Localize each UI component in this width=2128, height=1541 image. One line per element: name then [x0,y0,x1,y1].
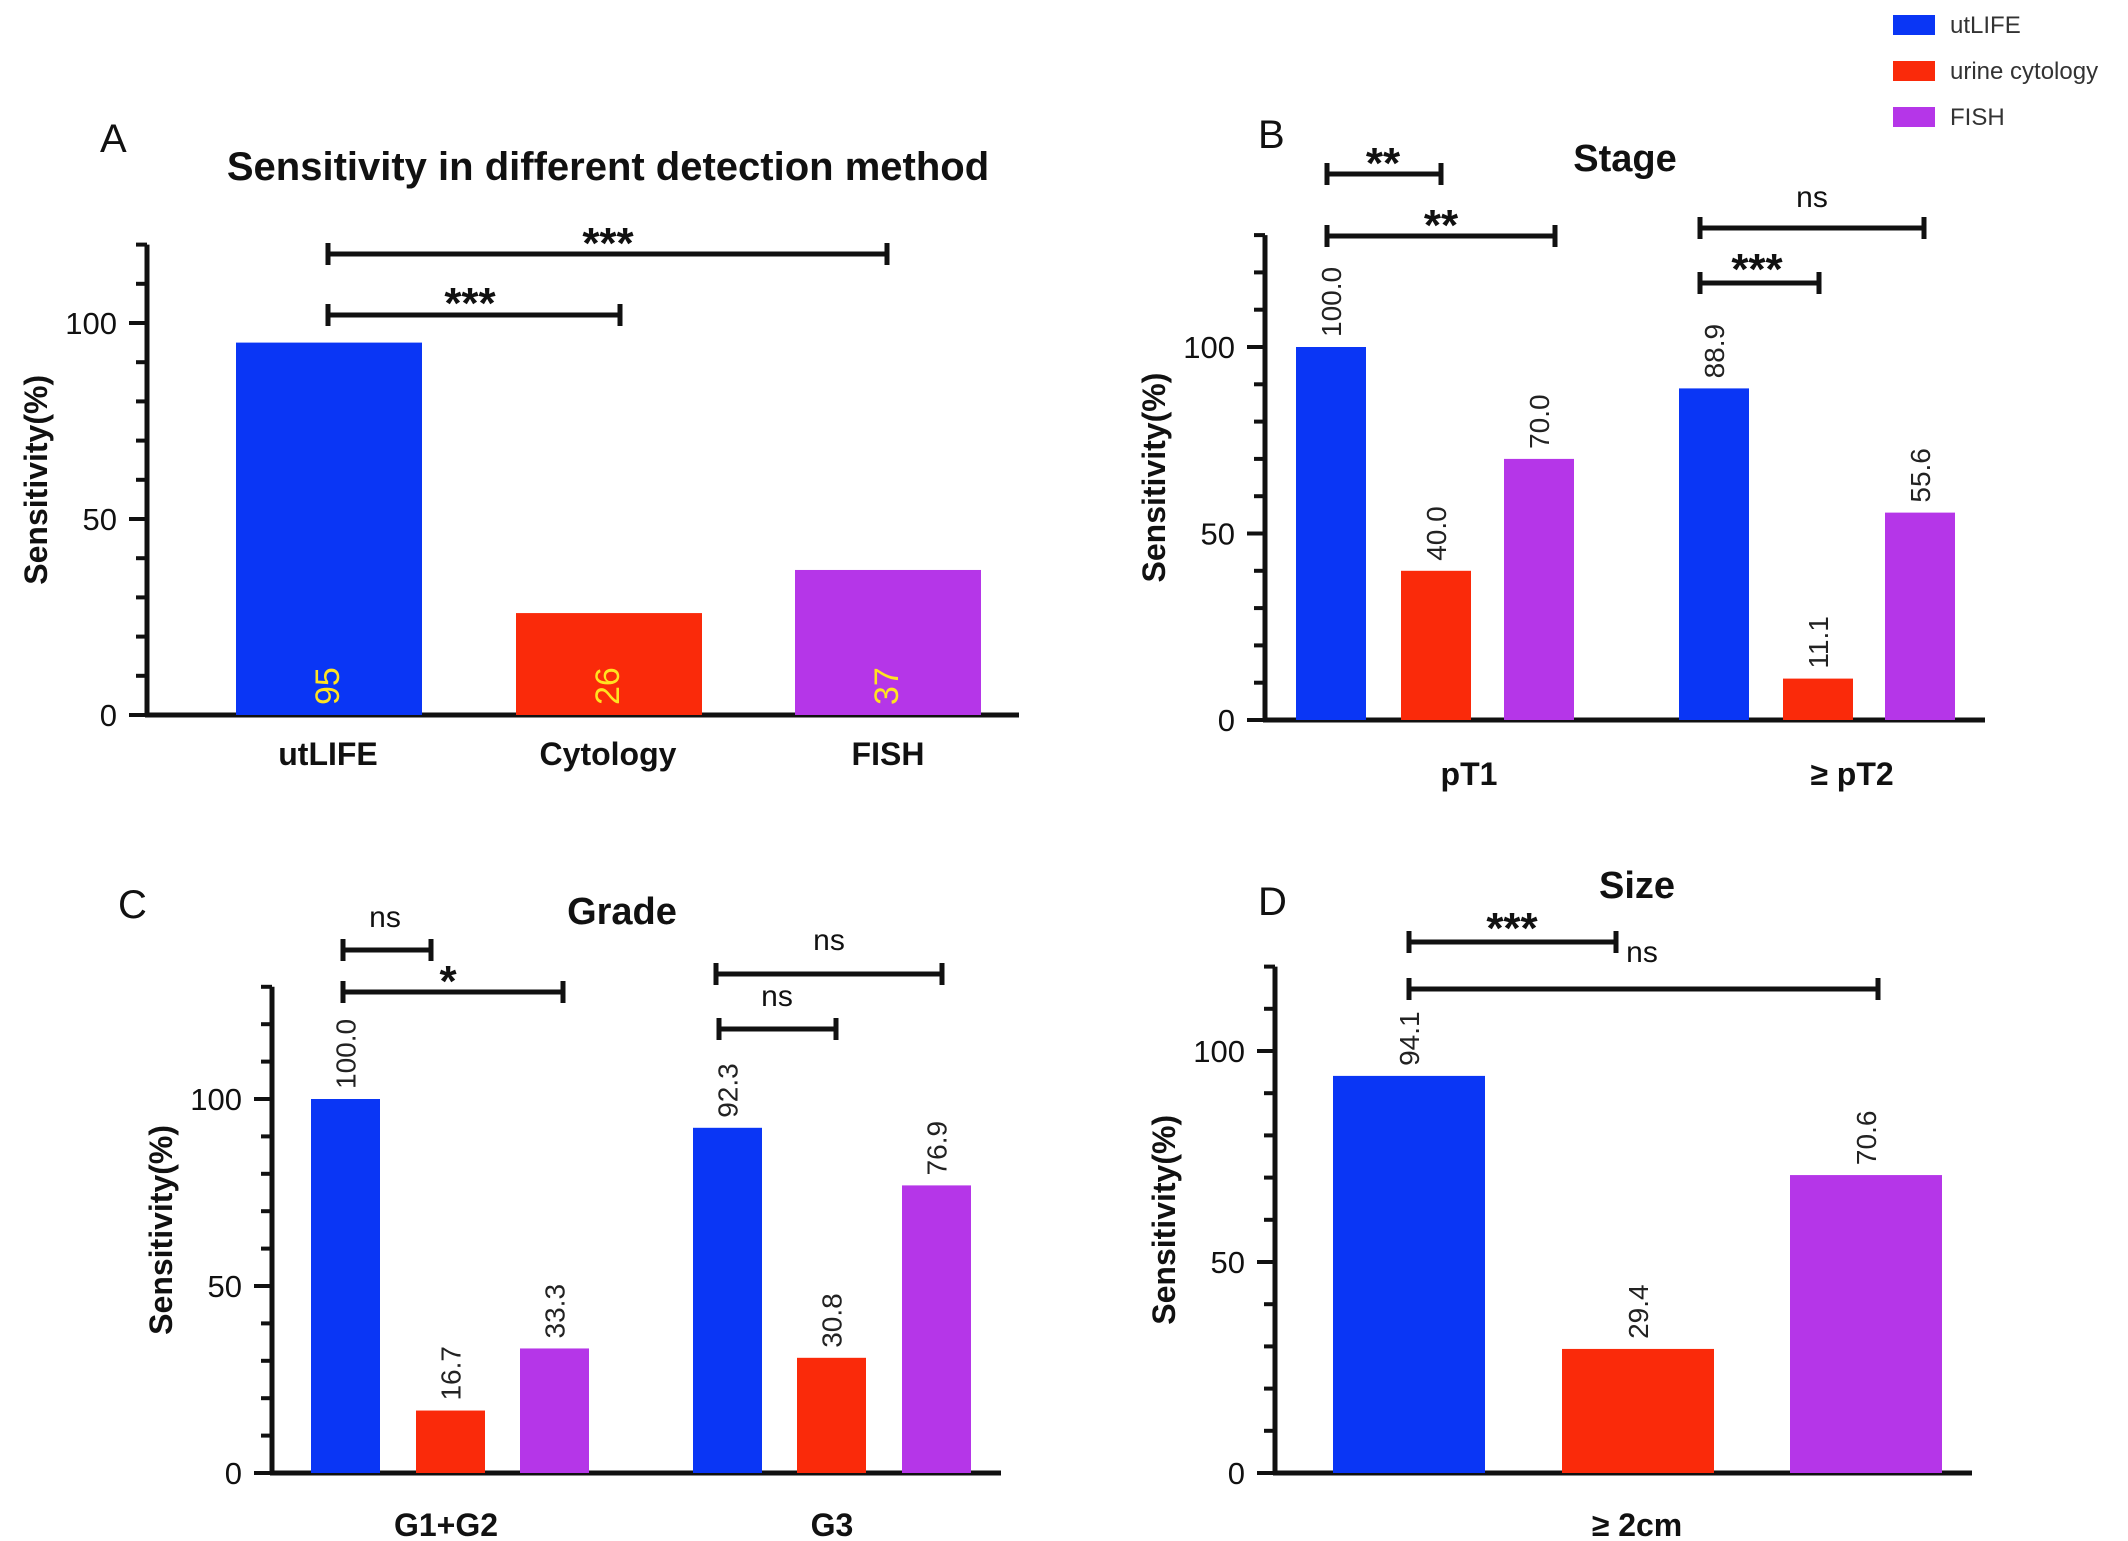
chart-title: Sensitivity in different detection metho… [227,145,989,189]
significance-label: *** [582,219,634,268]
legend-swatch [1893,107,1935,127]
x-category-label: Cytology [540,736,677,772]
bar-value-label: 94.1 [1394,1011,1425,1066]
x-category-label: G3 [811,1507,854,1541]
bar-value-label: 30.8 [817,1293,848,1348]
y-tick-label: 0 [100,698,117,733]
bar [1679,388,1749,720]
y-tick-label: 100 [1183,330,1235,365]
significance-label: ns [369,901,401,934]
significance-label: ns [813,924,845,957]
x-category-label: FISH [852,736,925,772]
bar [1885,512,1955,720]
y-tick-label: 100 [190,1082,242,1117]
panel-c: C Grade 0 50 100 Sensitivity(%) 100.0 16.7 33.3 9… [118,883,1001,1541]
significance-label: *** [1731,245,1783,294]
bar-value-label: 11.1 [1803,616,1834,668]
significance-label: ns [761,980,793,1013]
chart-title: Size [1599,865,1675,907]
significance-label: * [439,957,457,1006]
y-tick-label: 50 [83,502,117,537]
bar-value-label: 16.7 [436,1346,467,1401]
panel-letter: A [100,117,127,161]
x-category-label: ≥ pT2 [1810,756,1893,792]
bar-value-label: 33.3 [540,1284,571,1339]
bar [693,1127,762,1473]
bar-value-label: 70.6 [1851,1111,1882,1166]
panel-a: A Sensitivity in different detection meth… [18,117,1019,772]
bar-value-label: 76.9 [922,1121,953,1176]
bar-value-label: 92.3 [713,1063,744,1118]
bar [1790,1175,1942,1473]
bar [795,569,981,715]
legend-swatch [1893,61,1935,81]
bar [236,342,422,715]
x-category-label: G1+G2 [394,1507,498,1541]
significance-label: ns [1626,936,1658,969]
legend-swatch [1893,15,1935,35]
x-category-label: pT1 [1441,756,1498,792]
bar-value-label: 88.9 [1699,324,1730,379]
legend: utLIFE urine cytology FISH [1893,12,2098,131]
significance-label: ** [1424,201,1459,250]
significance-label: *** [1486,904,1538,953]
legend-label: utLIFE [1950,12,2021,39]
x-category-label: ≥ 2cm [1592,1507,1683,1541]
panel-letter: D [1258,880,1287,924]
bar [311,1099,380,1473]
bar [1296,347,1366,720]
panel-d: D Size 0 50 100 Sensitivity(%) 94.1 29.4 70.6 ≥ 2… [1146,865,1972,1541]
y-tick-label: 50 [1211,1245,1245,1280]
bar [797,1357,866,1473]
bar [416,1410,485,1473]
x-category-label: utLIFE [278,736,378,772]
chart-title: Grade [567,891,677,933]
significance-label: ns [1796,181,1828,214]
y-tick-label: 0 [1228,1456,1245,1491]
y-tick-label: 100 [65,306,117,341]
chart-title: Stage [1573,138,1676,180]
bar [1333,1075,1485,1473]
bar [1562,1348,1714,1473]
y-tick-label: 0 [1218,703,1235,738]
bar-value-label: 26 [589,667,627,705]
y-axis-label: Sensitivity(%) [1136,373,1172,583]
bar [520,1348,589,1473]
y-tick-label: 0 [225,1456,242,1491]
bar-value-label: 55.6 [1905,448,1936,503]
bar-value-label: 100.0 [1316,267,1347,337]
bar [1783,678,1853,720]
bar-value-label: 70.0 [1524,394,1555,449]
bar [1504,458,1574,720]
panel-letter: C [118,883,147,927]
bar [516,613,702,715]
y-tick-label: 50 [1201,517,1235,552]
legend-label: FISH [1950,104,2005,131]
bar-value-label: 40.0 [1421,506,1452,561]
legend-label: urine cytology [1950,58,2098,85]
bar-value-label: 37 [868,667,906,705]
bar [902,1185,971,1473]
bar-value-label: 29.4 [1623,1284,1654,1339]
y-axis-label: Sensitivity(%) [18,375,54,585]
y-axis-label: Sensitivity(%) [143,1125,179,1335]
y-axis-label: Sensitivity(%) [1146,1115,1182,1325]
panel-letter: B [1258,113,1285,157]
significance-label: *** [444,279,496,328]
y-tick-label: 50 [208,1269,242,1304]
significance-label: ** [1366,139,1401,188]
bar-value-label: 100.0 [331,1019,362,1089]
bar-value-label: 95 [309,667,347,705]
y-tick-label: 100 [1193,1034,1245,1069]
panel-b: B Stage 0 50 100 Sensitivity(%) 100.0 40.0 70.0 8… [1136,113,1985,792]
bar [1401,570,1471,720]
